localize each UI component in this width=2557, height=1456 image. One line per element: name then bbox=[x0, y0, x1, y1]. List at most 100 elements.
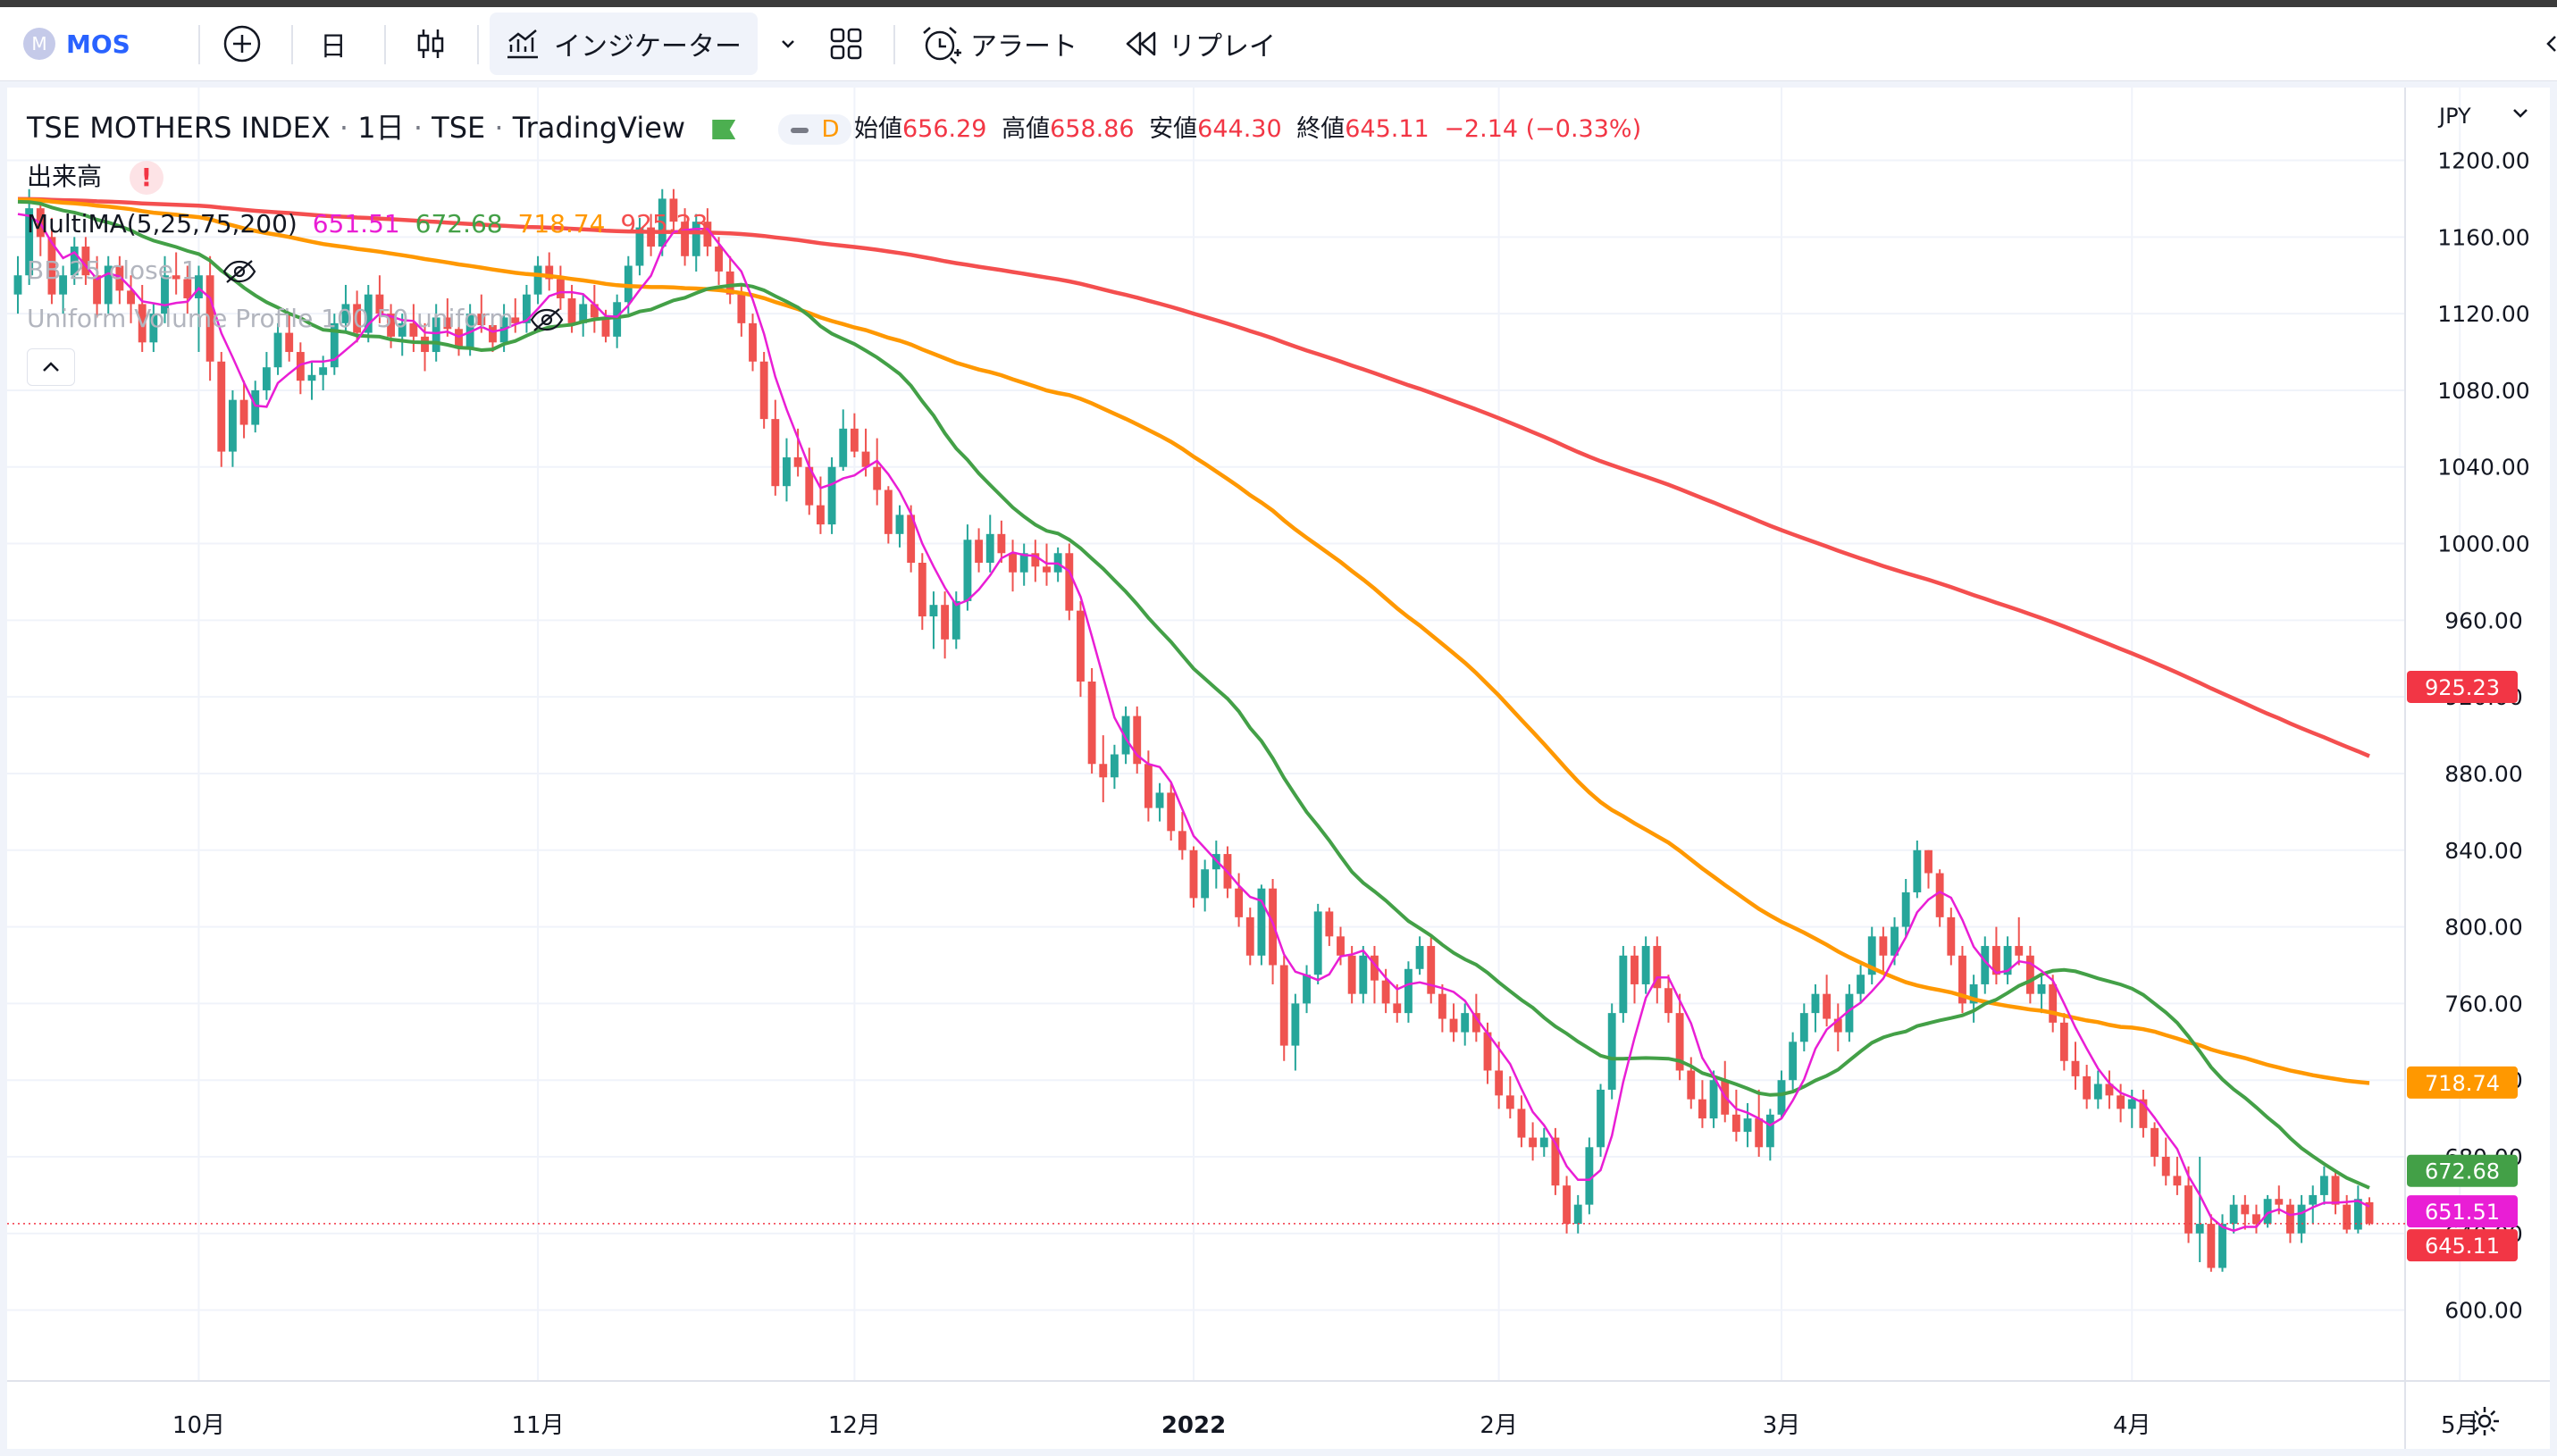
volume-alert-icon[interactable]: ! bbox=[129, 161, 163, 195]
top-toolbar: M MOS 日 インジケーター アラート リプレイ bbox=[0, 7, 2557, 81]
symbol-name: MOS bbox=[66, 29, 130, 59]
candle-body bbox=[455, 329, 463, 348]
candle-body bbox=[1438, 993, 1446, 1019]
last-price-label-bg bbox=[2407, 1229, 2518, 1262]
candle-body bbox=[1901, 891, 1910, 927]
candle-body bbox=[1201, 869, 1210, 899]
candle-body bbox=[1269, 888, 1278, 966]
candle-body bbox=[59, 275, 68, 295]
minus-icon bbox=[791, 127, 809, 133]
header-exchange: TSE bbox=[432, 111, 486, 145]
candle-body bbox=[997, 533, 1006, 554]
symbol-title[interactable]: TSE MOTHERS INDEX bbox=[27, 111, 331, 145]
candle-body bbox=[1043, 566, 1051, 573]
candle-body bbox=[2218, 1224, 2226, 1268]
candle-body bbox=[1415, 946, 1424, 969]
candle-body bbox=[1811, 993, 1820, 1014]
candle-body bbox=[1449, 1018, 1458, 1033]
candle-body bbox=[1823, 993, 1832, 1019]
candle-body bbox=[2241, 1204, 2250, 1215]
candle-body bbox=[511, 317, 520, 323]
candle-body bbox=[138, 304, 147, 343]
candle-body bbox=[1505, 1095, 1514, 1109]
candle-body bbox=[1371, 955, 1379, 981]
candle-body bbox=[985, 533, 994, 564]
ma5-price-label-bg bbox=[2407, 1195, 2518, 1228]
volume-profile-legend[interactable]: Uniform Volume Profile 100 50 uniform bbox=[27, 304, 565, 333]
volume-legend[interactable]: 出来高 ! bbox=[27, 157, 163, 195]
chart-type-button[interactable] bbox=[411, 7, 450, 80]
candle-body bbox=[1675, 1013, 1684, 1071]
alert-button[interactable]: アラート bbox=[918, 7, 1077, 80]
open-value: 656.29 bbox=[902, 115, 987, 143]
candle-body bbox=[251, 389, 260, 425]
eye-off-icon[interactable] bbox=[222, 258, 257, 285]
candle-body bbox=[1981, 946, 1990, 984]
currency-label[interactable]: JPY bbox=[2439, 104, 2471, 129]
candle-body bbox=[624, 265, 633, 303]
ma75-price-label-bg bbox=[2407, 1066, 2518, 1099]
candle-body bbox=[545, 265, 554, 280]
collapse-legend-button[interactable] bbox=[27, 348, 75, 386]
candle-body bbox=[2229, 1204, 2238, 1225]
toolbar-chevron-left[interactable] bbox=[2543, 7, 2557, 80]
replay-button[interactable]: リプレイ bbox=[1124, 7, 1276, 80]
candle-body bbox=[579, 304, 588, 323]
symbol-search-button[interactable]: M MOS bbox=[23, 7, 130, 80]
candle-body bbox=[556, 279, 565, 298]
candle-body bbox=[1133, 715, 1142, 765]
ma5-value: 651.51 bbox=[312, 209, 400, 238]
candle-body bbox=[827, 466, 836, 525]
candle-body bbox=[1755, 1118, 1764, 1148]
market-status-icon[interactable] bbox=[712, 120, 736, 139]
x-tick-label: 5月 bbox=[2441, 1412, 2479, 1439]
ma5-price-label: 651.51 bbox=[2425, 1200, 2500, 1225]
grid-lines bbox=[7, 88, 2461, 1381]
candle-body bbox=[2150, 1127, 2159, 1158]
candle-body bbox=[658, 198, 666, 247]
ma25-price-label: 672.68 bbox=[2425, 1159, 2500, 1184]
candle-body bbox=[1461, 1013, 1470, 1033]
candle-body bbox=[749, 322, 757, 362]
candle-body bbox=[1935, 873, 1944, 917]
candle-body bbox=[1709, 1080, 1718, 1119]
candle-body bbox=[2343, 1204, 2352, 1230]
compare-button[interactable] bbox=[222, 7, 263, 80]
candle-body bbox=[1065, 553, 1074, 611]
candle-body bbox=[1687, 1070, 1696, 1100]
candle-body bbox=[2059, 1022, 2068, 1061]
candle-body bbox=[1087, 682, 1096, 765]
candle-body bbox=[285, 332, 294, 353]
header-interval[interactable]: 1日 bbox=[357, 111, 405, 145]
candle-body bbox=[2285, 1204, 2294, 1234]
candle-body bbox=[1891, 926, 1899, 956]
bb-legend[interactable]: BB 25 close 1 bbox=[27, 255, 257, 285]
multima-legend[interactable]: MultiMA(5,25,75,200) 651.51 672.68 718.7… bbox=[27, 209, 708, 238]
scale-menu-button[interactable] bbox=[2509, 102, 2532, 129]
candle-body bbox=[2093, 1084, 2102, 1100]
chevron-down-icon bbox=[782, 40, 794, 48]
high-label: 高値 bbox=[1002, 115, 1051, 143]
candle-body bbox=[2117, 1095, 2125, 1109]
toolbar-divider bbox=[198, 25, 200, 64]
candle-body bbox=[1257, 888, 1266, 956]
candle-body bbox=[1597, 1089, 1605, 1148]
layouts-button[interactable] bbox=[827, 7, 865, 80]
delay-badge-label: D bbox=[821, 116, 840, 143]
candle-body bbox=[1551, 1137, 1560, 1186]
chart-settings-button[interactable] bbox=[2468, 1404, 2502, 1442]
candle-body bbox=[1969, 983, 1978, 1004]
candle-body bbox=[1913, 849, 1922, 892]
candle-body bbox=[2173, 1176, 2182, 1186]
delay-badge[interactable]: D bbox=[778, 114, 852, 145]
indicators-icon bbox=[507, 29, 538, 59]
eye-off-icon[interactable] bbox=[529, 306, 565, 333]
y-tick-label: 1080.00 bbox=[2437, 378, 2529, 404]
symbol-logo-icon: M bbox=[23, 28, 55, 60]
candle-body bbox=[81, 247, 90, 276]
candle-body bbox=[1529, 1137, 1538, 1148]
interval-button[interactable]: 日 bbox=[320, 7, 347, 80]
indicators-button[interactable]: インジケーター bbox=[490, 13, 758, 75]
indicators-dropdown[interactable] bbox=[777, 7, 799, 80]
